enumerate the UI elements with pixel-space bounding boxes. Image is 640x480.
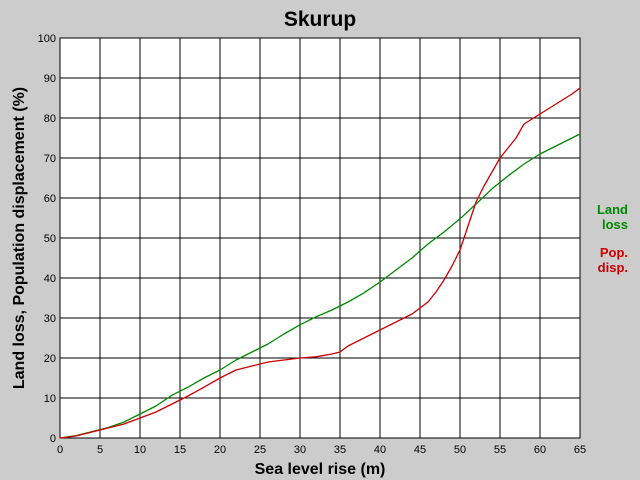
y-tick-label: 60 <box>44 193 56 205</box>
series-line-1 <box>59 87 581 439</box>
y-tick-label: 0 <box>50 433 56 445</box>
legend-entry-0: Land <box>597 202 628 217</box>
y-tick-label: 100 <box>38 33 56 45</box>
legend-entry-0: loss <box>602 217 628 232</box>
y-tick-label: 80 <box>44 113 56 125</box>
x-tick-label: 30 <box>294 444 306 456</box>
x-axis-label: Sea level rise (m) <box>255 461 386 478</box>
series-line-0 <box>59 133 581 439</box>
x-tick-label: 0 <box>57 444 63 456</box>
grid <box>59 37 581 439</box>
y-axis-label: Land loss, Population displacement (%) <box>11 87 28 389</box>
legend-entry-1: Pop. <box>600 245 628 260</box>
y-tick-label: 30 <box>44 313 56 325</box>
y-tick-label: 40 <box>44 273 56 285</box>
y-tick-label: 90 <box>44 73 56 85</box>
legend-entry-1: disp. <box>598 260 628 275</box>
tick-labels: 0 5 10 15 20 25 30 35 40 45 50 55 60 65 0 10 20 30 40 50 60 7… <box>38 33 586 456</box>
x-tick-label: 25 <box>254 444 266 456</box>
x-tick-label: 20 <box>214 444 226 456</box>
x-tick-label: 40 <box>374 444 386 456</box>
x-tick-label: 65 <box>574 444 586 456</box>
y-tick-label: 50 <box>44 233 56 245</box>
x-tick-label: 50 <box>454 444 466 456</box>
series-lines <box>59 87 581 439</box>
x-tick-label: 10 <box>134 444 146 456</box>
x-tick-label: 45 <box>414 444 426 456</box>
x-tick-label: 5 <box>97 444 103 456</box>
y-tick-label: 10 <box>44 393 56 405</box>
chart-title: Skurup <box>284 8 356 31</box>
x-tick-label: 35 <box>334 444 346 456</box>
x-tick-label: 55 <box>494 444 506 456</box>
y-tick-label: 70 <box>44 153 56 165</box>
x-tick-label: 60 <box>534 444 546 456</box>
y-tick-label: 20 <box>44 353 56 365</box>
x-tick-label: 15 <box>174 444 186 456</box>
